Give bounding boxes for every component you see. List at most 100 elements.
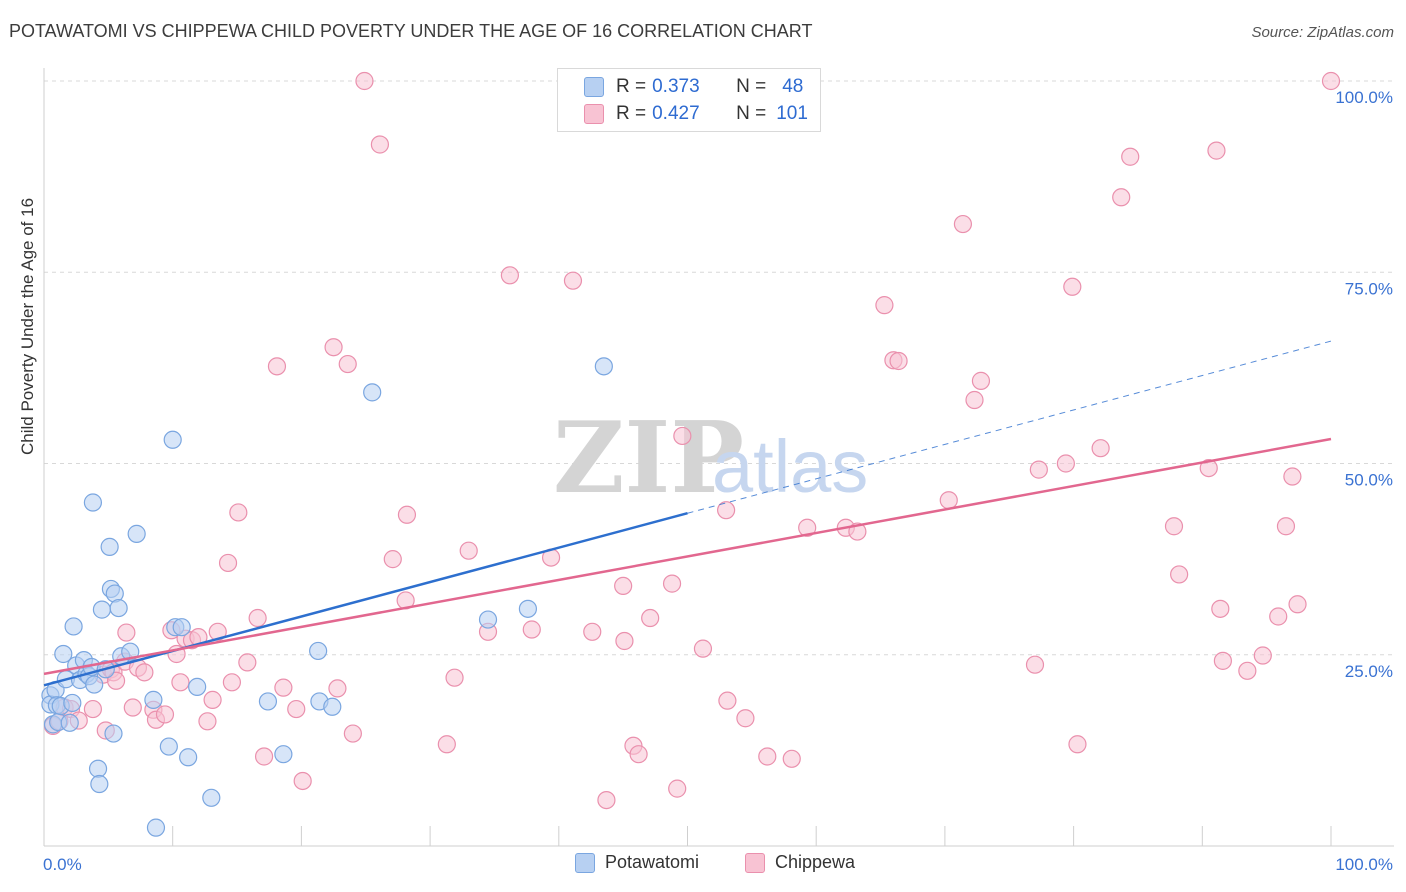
potawatomi-point [88, 759, 108, 778]
y-tick-label: 100.0% [1335, 88, 1393, 107]
chippewa-point [1112, 188, 1131, 207]
potawatomi-trend-extension [687, 340, 1332, 514]
potawatomi-point [172, 618, 191, 637]
legend-r-label: R = [616, 76, 647, 97]
potawatomi-point [274, 745, 293, 764]
chippewa-point [875, 296, 894, 315]
chippewa-point [343, 724, 362, 743]
potawatomi-point [90, 774, 109, 794]
chippewa-point [106, 671, 126, 690]
potawatomi-point [179, 748, 198, 767]
chippewa-point [736, 709, 755, 728]
chippewa-point [1164, 517, 1184, 536]
potawatomi-trend-line [43, 512, 688, 687]
chippewa-point [1068, 735, 1087, 754]
legend-swatch-pink [745, 852, 765, 873]
chippewa-point [889, 351, 908, 371]
y-tick-label: 50.0% [1345, 471, 1393, 490]
chippewa-point [597, 790, 616, 810]
chippewa-point [1288, 595, 1307, 614]
chippewa-point [267, 357, 287, 376]
chippewa-point [965, 390, 984, 410]
chippewa-point [117, 623, 136, 642]
y-axis-label: Child Poverty Under the Age of 16 [18, 197, 37, 455]
chippewa-point [355, 71, 374, 91]
chippewa-point [718, 691, 737, 710]
chippewa-point [1253, 646, 1272, 665]
chippewa-point [662, 574, 682, 593]
source-label: Source: ZipAtlas.com [1251, 24, 1394, 41]
potawatomi-point [100, 537, 119, 556]
chippewa-point [1063, 277, 1082, 296]
chippewa-point [1056, 454, 1075, 473]
chippewa-point [1238, 661, 1257, 680]
chippewa-point [324, 338, 343, 357]
chippewa-point [222, 673, 242, 692]
watermark: ZIP atlas [553, 401, 868, 516]
chippewa-point [1269, 607, 1288, 626]
chippewa-point [83, 699, 103, 719]
chippewa-point [693, 639, 713, 658]
chippewa-point [500, 266, 519, 285]
legend-swatch-blue [575, 852, 595, 873]
chippewa-point [293, 771, 312, 791]
chart-title: POTAWATOMI VS CHIPPEWA CHILD POVERTY UND… [9, 21, 813, 41]
potawatomi-point [64, 617, 83, 636]
potawatomi-point [323, 697, 342, 716]
chippewa-point [953, 214, 973, 234]
chippewa-points [43, 71, 1341, 810]
legend-stats: R = 0.373 N = 48 R = 0.427 N = 101 [557, 68, 821, 132]
legend-n-label: N = [736, 103, 767, 124]
legend-item-chippewa: Chippewa [745, 852, 855, 873]
chippewa-point [939, 491, 958, 510]
chippewa-point [971, 371, 991, 390]
legend-n-value: 101 [776, 103, 808, 124]
potawatomi-point [104, 724, 123, 743]
potawatomi-point [127, 524, 146, 543]
chippewa-point [629, 745, 648, 764]
chippewa-trend-line [43, 437, 1332, 676]
chippewa-point [717, 501, 736, 520]
watermark-zip: ZIP [553, 401, 744, 516]
legend-r-label: R = [616, 103, 647, 124]
legend-n-label: N = [736, 76, 767, 97]
chippewa-point [614, 576, 633, 596]
chippewa-point [1170, 565, 1189, 584]
chippewa-point [1029, 460, 1048, 479]
chippewa-point [1283, 467, 1302, 486]
legend-item-potawatomi: Potawatomi [575, 852, 699, 873]
chippewa-point [1207, 141, 1226, 160]
legend-label: Chippewa [775, 852, 856, 872]
chippewa-point [1321, 71, 1341, 91]
trend-lines [43, 340, 1332, 687]
chippewa-point [1211, 599, 1230, 618]
chippewa-point [522, 620, 541, 639]
chippewa-point [459, 541, 478, 560]
chippewa-point [615, 631, 634, 651]
grid [44, 80, 1393, 656]
axes [43, 68, 1394, 847]
chippewa-point [218, 553, 238, 573]
potawatomi-point [146, 818, 166, 837]
chippewa-point [238, 653, 257, 672]
x-tick-label: 100.0% [1335, 855, 1393, 874]
potawatomi-point [63, 693, 82, 713]
watermark-atlas: atlas [712, 425, 868, 508]
legend-r-value: 0.427 [652, 103, 700, 124]
y-tick-label: 75.0% [1345, 279, 1393, 298]
potawatomi-point [363, 383, 382, 402]
potawatomi-point [83, 493, 103, 512]
chippewa-point [155, 705, 175, 724]
potawatomi-point [309, 641, 328, 661]
chippewa-point [328, 679, 347, 698]
chippewa-point [563, 271, 583, 290]
legend-series: Potawatomi Chippewa [0, 852, 1406, 878]
chippewa-point [1199, 458, 1218, 478]
chippewa-point [782, 749, 801, 768]
x-tick-label: 0.0% [43, 855, 82, 874]
chippewa-point [274, 678, 293, 697]
potawatomi-point [188, 677, 207, 696]
legend-swatch-blue [584, 77, 604, 97]
chippewa-point [445, 668, 464, 687]
